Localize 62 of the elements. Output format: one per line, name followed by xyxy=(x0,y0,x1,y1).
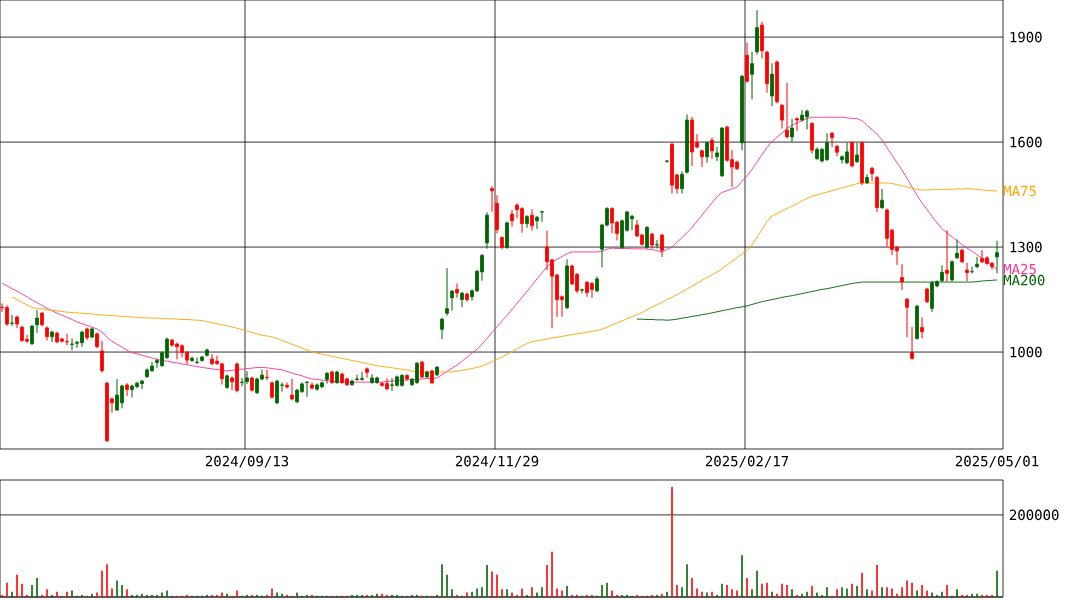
candlestick xyxy=(910,326,914,361)
candlestick xyxy=(10,314,14,327)
candlestick xyxy=(795,116,799,132)
candlestick xyxy=(660,233,664,258)
candlestick xyxy=(440,317,444,340)
y-tick-label: 1300 xyxy=(1010,241,1042,253)
candlestick xyxy=(530,208,534,232)
x-tick-label: 2024/09/13 xyxy=(205,455,289,468)
candlestick xyxy=(450,289,454,312)
candlestick xyxy=(945,229,949,283)
candlestick xyxy=(100,340,104,374)
candlestick xyxy=(900,263,904,291)
candlestick xyxy=(445,267,449,317)
series-label: MA200 xyxy=(1003,274,1045,286)
candlestick xyxy=(785,82,789,139)
y-tick-label: 1600 xyxy=(1010,136,1042,148)
candlestick xyxy=(490,185,494,213)
series-label: MA25 xyxy=(1003,263,1036,275)
candlestick xyxy=(540,210,544,223)
candlestick xyxy=(955,238,959,260)
candlestick xyxy=(455,282,459,299)
candlestick xyxy=(880,188,884,210)
candlestick xyxy=(125,382,129,397)
candlestick xyxy=(995,240,999,274)
y-tick-label: 200000 xyxy=(1009,509,1059,521)
y-tick-label: 1000 xyxy=(1010,346,1042,358)
candlestick xyxy=(975,256,979,269)
candlestick xyxy=(245,370,249,385)
x-tick-label: 2024/11/29 xyxy=(455,455,539,468)
candlestick xyxy=(680,170,684,195)
candlestick xyxy=(750,51,754,100)
candlestick xyxy=(965,262,969,282)
candlestick xyxy=(30,324,34,346)
candlestick xyxy=(770,62,774,107)
candlestick xyxy=(460,291,464,308)
candlestick xyxy=(50,330,54,343)
candlestick xyxy=(855,142,859,164)
x-tick-label: 2025/02/17 xyxy=(705,455,789,468)
candlestick xyxy=(195,356,199,365)
candlestick xyxy=(305,380,309,398)
candlestick xyxy=(780,103,784,129)
candlestick xyxy=(535,215,539,230)
x-tick-label: 2025/05/01 xyxy=(955,455,1039,468)
candlestick xyxy=(240,377,244,387)
candlestick xyxy=(830,131,834,148)
candlestick xyxy=(365,366,369,379)
candlestick xyxy=(705,140,709,164)
candlestick xyxy=(905,297,909,338)
candlestick xyxy=(655,239,659,249)
candlestick xyxy=(870,166,874,182)
candlestick xyxy=(710,137,714,160)
candlestick xyxy=(510,209,514,228)
candlestick xyxy=(970,266,974,274)
candlestick xyxy=(700,148,704,168)
candlestick xyxy=(850,140,854,168)
series-label: MA75 xyxy=(1003,185,1036,197)
candlestick xyxy=(920,316,924,339)
candlestick xyxy=(265,369,269,381)
candlestick xyxy=(35,309,39,334)
candlestick xyxy=(645,225,649,250)
y-tick-label: 1900 xyxy=(1010,31,1042,43)
candlestick xyxy=(790,118,794,143)
